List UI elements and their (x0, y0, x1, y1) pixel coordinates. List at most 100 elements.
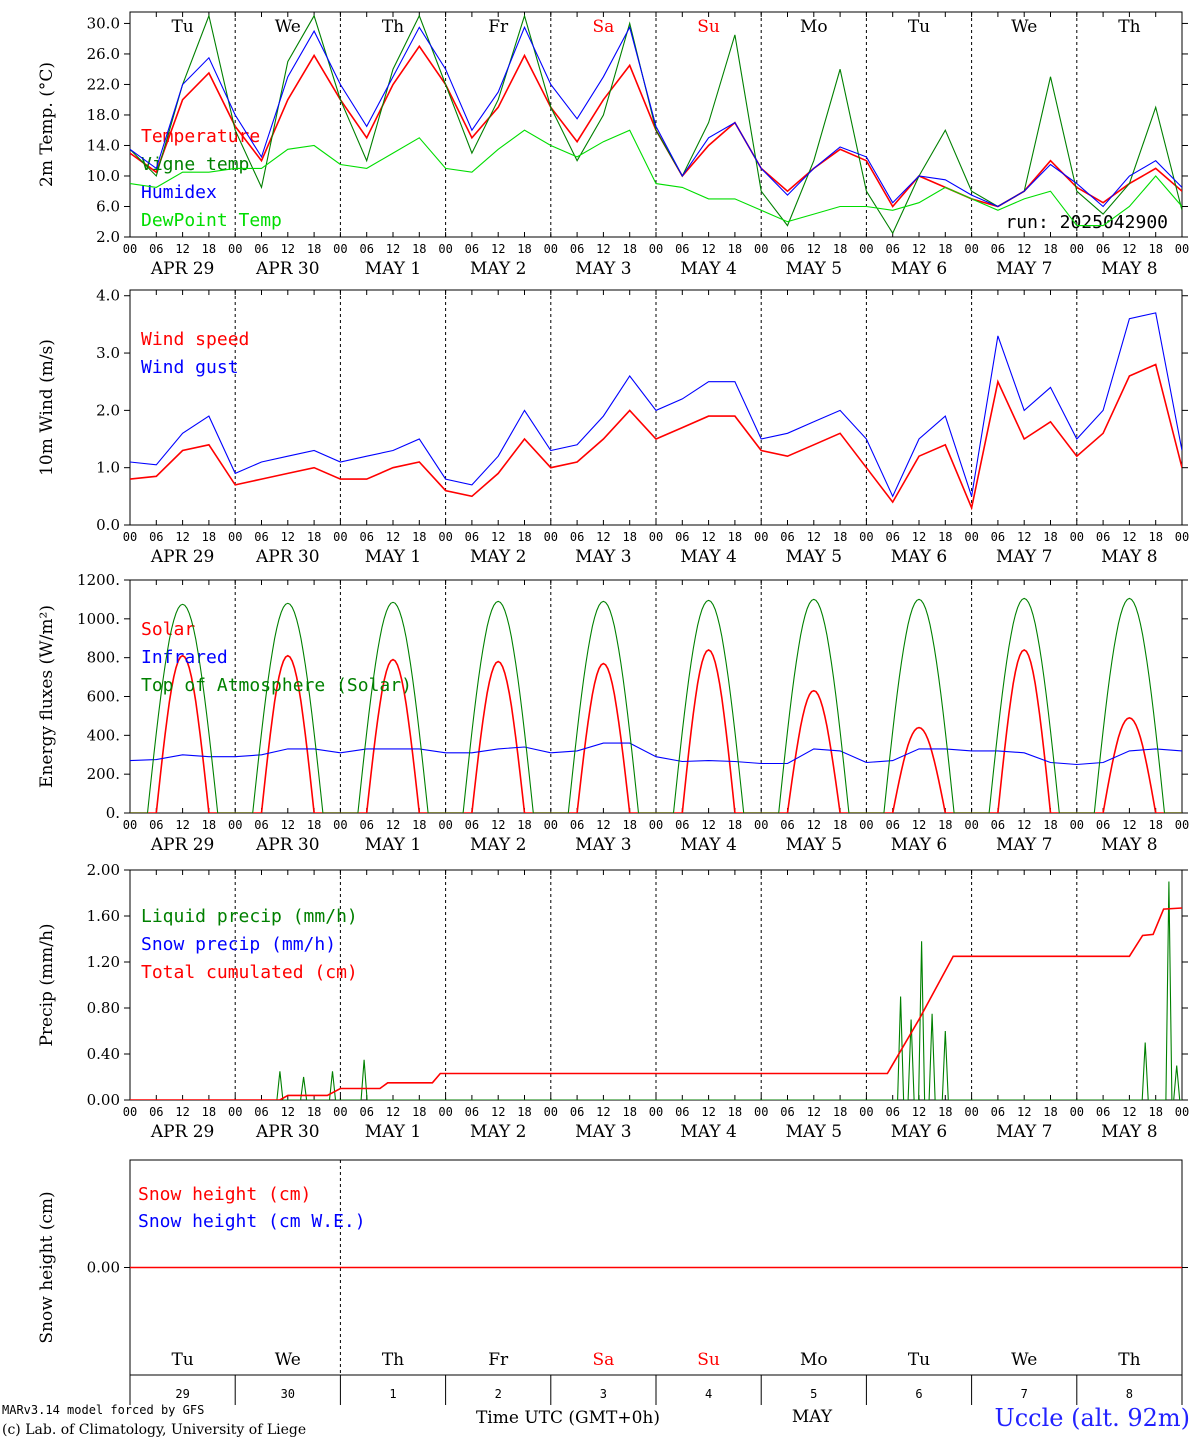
hour-tick-label: 12 (1017, 530, 1031, 544)
date-label: MAY 5 (786, 835, 842, 855)
y-tick-label: 1.60 (87, 907, 120, 925)
hour-tick-label: 00 (1070, 530, 1084, 544)
hour-tick-label: 06 (465, 1105, 479, 1119)
hour-tick-label: 06 (991, 530, 1005, 544)
series-line (130, 129, 1182, 227)
date-label: APR 30 (255, 835, 320, 855)
hour-tick-label: 00 (1175, 1105, 1189, 1119)
hour-tick-label: 12 (912, 818, 926, 832)
date-label: MAY 6 (891, 835, 947, 855)
day-name: Tu (171, 17, 193, 37)
hour-tick-label: 00 (438, 818, 452, 832)
hour-tick-label: 18 (622, 242, 636, 256)
legend-entry: Snow precip (mm/h) (141, 934, 336, 955)
date-label: MAY 7 (996, 1122, 1052, 1142)
hour-tick-label: 00 (123, 818, 137, 832)
y-tick-label: 26.0 (87, 45, 120, 63)
hour-tick-label: 06 (991, 818, 1005, 832)
day-number: 7 (1021, 1387, 1028, 1401)
panel-snow: Tu We Th Fr Sa Su Mo Tu We Th 29 30 1 2 3 4 5 6 7 8 0.00 Snow… (37, 1159, 1188, 1405)
hour-tick-label: 12 (596, 242, 610, 256)
hour-tick-label: 00 (123, 242, 137, 256)
hour-tick-label: 12 (1017, 242, 1031, 256)
hour-tick-label: 12 (807, 242, 821, 256)
hour-tick-label: 06 (780, 818, 794, 832)
hour-tick-label: 06 (254, 242, 268, 256)
hour-tick-label: 06 (359, 242, 373, 256)
hour-tick-label: 12 (281, 530, 295, 544)
legend-entry: Solar (141, 619, 195, 640)
hour-tick-label: 06 (465, 530, 479, 544)
day-number: 5 (810, 1387, 817, 1401)
hour-tick-label: 12 (175, 530, 189, 544)
run-label: run: 2025042900 (1005, 212, 1168, 233)
hour-tick-label: 12 (175, 818, 189, 832)
hour-tick-label: 18 (622, 818, 636, 832)
hour-tick-label: 12 (491, 242, 505, 256)
date-label: MAY 7 (996, 547, 1052, 567)
y-tick-label: 0. (106, 804, 120, 822)
legend-entry: Snow height (cm W.E.) (138, 1211, 366, 1232)
hour-tick-label: 12 (175, 242, 189, 256)
day-name: Fr (488, 17, 509, 37)
hour-tick-label: 18 (202, 530, 216, 544)
hour-tick-label: 18 (307, 530, 321, 544)
hour-tick-label: 18 (1043, 242, 1057, 256)
date-label: MAY 4 (680, 259, 736, 279)
hour-tick-label: 00 (544, 242, 558, 256)
hour-tick-label: 06 (570, 530, 584, 544)
date-label: MAY 2 (470, 547, 526, 567)
hour-tick-label: 18 (1148, 242, 1162, 256)
date-label: MAY 3 (575, 259, 631, 279)
date-label: MAY 4 (680, 1122, 736, 1142)
date-label: MAY 7 (996, 835, 1052, 855)
series-line (130, 742, 1182, 766)
hour-tick-label: 00 (123, 530, 137, 544)
hour-tick-label: 00 (544, 1105, 558, 1119)
date-label: MAY 1 (365, 259, 421, 279)
station-label: Uccle (alt. 92m) (994, 1404, 1190, 1432)
hour-tick-label: 06 (254, 818, 268, 832)
hour-tick-label: 06 (675, 530, 689, 544)
date-label: MAY 3 (575, 1122, 631, 1142)
hour-tick-label: 18 (728, 1105, 742, 1119)
panel-energy: 00 06 12 18 00 06 12 18 00 06 12 18 00 06 12 18 00 06 12 18… (37, 571, 1189, 855)
hour-tick-label: 18 (622, 530, 636, 544)
hour-tick-label: 06 (570, 818, 584, 832)
hour-tick-label: 18 (1148, 530, 1162, 544)
hour-tick-label: 00 (228, 818, 242, 832)
hour-tick-label: 18 (833, 530, 847, 544)
hour-tick-label: 12 (701, 818, 715, 832)
hour-tick-label: 00 (228, 530, 242, 544)
hour-tick-label: 18 (517, 530, 531, 544)
hour-tick-label: 18 (307, 242, 321, 256)
date-label: APR 30 (255, 1122, 320, 1142)
hour-tick-label: 06 (780, 530, 794, 544)
hour-tick-label: 00 (1175, 818, 1189, 832)
hour-tick-label: 06 (675, 1105, 689, 1119)
hour-tick-label: 00 (859, 1105, 873, 1119)
hour-tick-label: 00 (754, 818, 768, 832)
hour-tick-label: 00 (1070, 818, 1084, 832)
hour-tick-label: 06 (570, 242, 584, 256)
day-name: We (275, 17, 301, 37)
hour-tick-label: 00 (754, 1105, 768, 1119)
hour-tick-label: 18 (1043, 1105, 1057, 1119)
date-label: APR 29 (150, 835, 215, 855)
day-number: 3 (600, 1387, 607, 1401)
date-label: MAY 1 (365, 1122, 421, 1142)
date-label: MAY 3 (575, 835, 631, 855)
date-label: MAY 7 (996, 259, 1052, 279)
hour-tick-label: 18 (517, 242, 531, 256)
hour-tick-label: 00 (438, 1105, 452, 1119)
hour-tick-label: 18 (1043, 530, 1057, 544)
y-tick-label: 1000. (77, 610, 120, 628)
hour-tick-label: 00 (228, 1105, 242, 1119)
series-line (130, 25, 1182, 208)
hour-tick-label: 18 (307, 818, 321, 832)
date-label: MAY 1 (365, 547, 421, 567)
hour-tick-label: 18 (833, 242, 847, 256)
hour-tick-label: 18 (202, 242, 216, 256)
y-tick-label: 1.20 (87, 953, 120, 971)
date-label: APR 29 (150, 547, 215, 567)
